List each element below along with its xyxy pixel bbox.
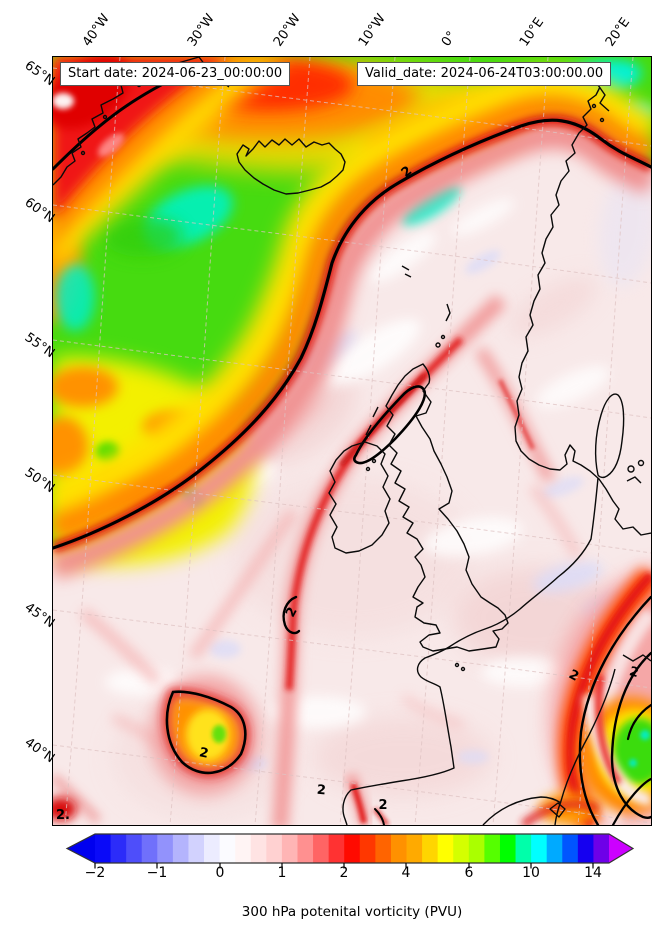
colorbar-segment xyxy=(172,834,190,863)
colorbar-segment xyxy=(546,834,563,863)
lon-tick-label: 20°E xyxy=(602,15,634,50)
coastline-shetland xyxy=(445,303,451,322)
colorbar-segment xyxy=(157,834,174,863)
coastline-italy xyxy=(554,668,616,825)
se-arc-b xyxy=(610,651,651,819)
colorbar-segment xyxy=(515,834,532,863)
coastline-denmark xyxy=(594,393,625,479)
lat-tick-label: 65°N xyxy=(21,58,58,90)
se-arc-a xyxy=(578,595,651,825)
colorbar-under-arrow xyxy=(67,834,95,863)
colorbar-tick-label: 10 xyxy=(522,865,540,881)
lon-tick-label: 40°W xyxy=(79,11,113,50)
colorbar-tick-label: 14 xyxy=(584,865,602,881)
lon-tick-label: 20°W xyxy=(270,11,304,50)
colorbar-segment xyxy=(281,834,299,863)
colorbar-segment xyxy=(204,834,221,863)
colorbar-tick-label: 1 xyxy=(277,865,287,881)
colorbar-segment xyxy=(95,834,112,863)
lon-tick-label: 0° xyxy=(438,28,460,50)
colorbar-segment xyxy=(313,834,330,863)
colorbar-segment xyxy=(235,834,252,863)
contour-value-label: 2 xyxy=(316,783,326,799)
colorbar-segment xyxy=(577,834,595,863)
cutoff-vortex-sw xyxy=(150,675,260,795)
contour-value-label: 2 xyxy=(378,798,387,813)
colorbar-segment xyxy=(141,834,158,863)
colorbar-tick-label: 0 xyxy=(215,865,225,881)
colorbar-segment xyxy=(499,834,517,863)
colorbar xyxy=(65,833,635,869)
colorbar-segment xyxy=(250,834,267,863)
colorbar-segment xyxy=(219,834,236,863)
colorbar-over-arrow xyxy=(609,834,633,863)
colorbar-tick-label: 2 xyxy=(339,865,349,881)
colorbar-caption: 300 hPa potenital vorticity (PVU) xyxy=(241,904,463,920)
coastline-iceland xyxy=(236,138,346,195)
contour-value-label: 2. xyxy=(56,808,70,823)
colorbar-segment xyxy=(531,834,548,863)
se-arc-d xyxy=(626,703,651,741)
valid-date-box: Valid_date: 2024-06-24T03:00:00.00 xyxy=(357,62,612,86)
pv-2-contours xyxy=(53,62,651,825)
coastline-hebrides xyxy=(357,406,379,453)
colorbar-segment xyxy=(468,834,485,863)
colorbar-segment xyxy=(390,834,408,863)
colorbar-segment xyxy=(406,834,423,863)
colorbar-segment xyxy=(359,834,376,863)
colorbar-tick-label: 4 xyxy=(401,865,411,881)
bottom-small-contour xyxy=(374,808,385,825)
lon-tick-label: 10°W xyxy=(355,11,389,50)
colorbar-segment xyxy=(328,834,345,863)
coastline-norway xyxy=(514,86,651,536)
se-arc-c xyxy=(611,777,651,825)
contour-value-label: 2 xyxy=(198,745,210,762)
colorbar-segment xyxy=(126,834,143,863)
colorbar-segment xyxy=(375,834,392,863)
coastline-continent xyxy=(342,477,599,825)
colorbar-segment xyxy=(453,834,470,863)
sw-corner-pv-blob xyxy=(53,797,77,821)
lon-tick-label: 30°W xyxy=(184,11,218,50)
colorbar-segment xyxy=(110,834,127,863)
lat-tick-label: 50°N xyxy=(21,465,58,497)
start-date-box: Start date: 2024-06-23_00:00:00 xyxy=(60,62,291,86)
coastline-ireland xyxy=(328,441,391,554)
contour-value-label: 2 xyxy=(628,664,641,681)
colorbar-segment xyxy=(484,834,501,863)
colorbar-segment xyxy=(297,834,314,863)
colorbar-segment xyxy=(266,834,283,863)
colorbar-tick-label: 6 xyxy=(464,865,474,881)
pv-filament-streaks xyxy=(53,294,583,825)
lat-tick-label: 60°N xyxy=(21,195,58,227)
colorbar-tick-label: −2 xyxy=(84,865,106,881)
lat-tick-label: 45°N xyxy=(21,600,58,632)
colorbar-segment xyxy=(437,834,454,863)
sw-vortex-contour xyxy=(165,690,247,775)
tropopause-2pvu-contour xyxy=(53,118,651,550)
coastline-lofoten xyxy=(597,84,610,112)
colorbar-segment xyxy=(422,834,439,863)
lat-tick-label: 40°N xyxy=(21,735,58,767)
colorbar-tick-label: −1 xyxy=(146,865,168,881)
colorbar-segment xyxy=(562,834,579,863)
scotland-streamer-contour xyxy=(353,385,427,465)
small-cutoff-contour xyxy=(282,595,301,635)
map: 2 2 2 2 2. 2 2 2 Start date: 2024-06-23_00:00:0… xyxy=(52,56,652,826)
lon-tick-label: 10°E xyxy=(516,15,548,50)
colorbar-segment xyxy=(593,834,610,863)
coastline-faroe xyxy=(401,265,412,278)
colorbar-segment xyxy=(188,834,205,863)
colorbar-segment xyxy=(344,834,361,863)
coastline-great-britain xyxy=(385,363,509,652)
lat-tick-label: 55°N xyxy=(21,330,58,362)
